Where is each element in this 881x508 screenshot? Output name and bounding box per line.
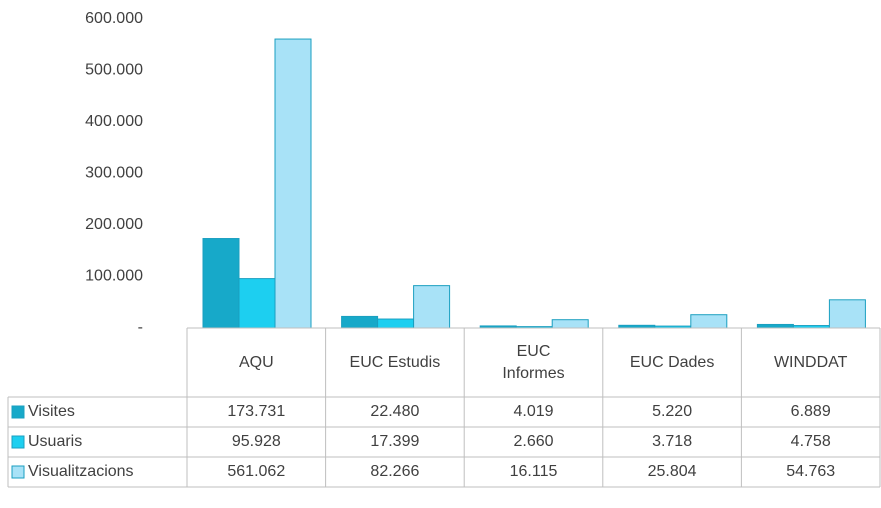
y-tick-label: 200.000 <box>85 216 143 233</box>
category-text: EUC Dades <box>629 353 715 371</box>
data-label: 561.062 <box>227 463 285 480</box>
data-label: 2.660 <box>513 433 553 450</box>
category-text: EUC Estudis <box>349 353 441 371</box>
x-tick-label: EUC Informes <box>464 328 603 397</box>
data-label: 17.399 <box>370 433 419 450</box>
x-tick-label: EUC Dades <box>603 328 742 397</box>
legend-label: Usuaris <box>28 433 82 450</box>
bar <box>551 319 589 329</box>
data-label: 16.115 <box>510 463 558 480</box>
legend-swatch <box>11 465 25 479</box>
bar <box>690 314 728 329</box>
y-tick-label: 400.000 <box>85 113 143 130</box>
data-label: 173.731 <box>227 403 285 420</box>
y-tick-label: 100.000 <box>85 268 143 285</box>
data-label: 5.220 <box>652 403 692 420</box>
legend-swatch <box>11 405 25 419</box>
data-label: 4.758 <box>791 433 831 450</box>
y-tick-label: - <box>138 319 143 336</box>
y-tick-label: 300.000 <box>85 165 143 182</box>
bar <box>377 318 415 329</box>
x-tick-label: EUC Estudis <box>326 328 465 397</box>
data-label: 4.019 <box>513 403 553 420</box>
data-label: 95.928 <box>232 433 281 450</box>
legend-label: Visites <box>28 403 75 420</box>
category-text: AQU <box>238 353 274 371</box>
y-tick-label: 600.000 <box>85 10 143 27</box>
category-text: WINDDAT <box>773 353 848 371</box>
data-label: 25.804 <box>648 463 697 480</box>
data-label: 22.480 <box>370 403 419 420</box>
bar <box>238 278 276 329</box>
x-tick-label: AQU <box>187 328 326 397</box>
data-label: 54.763 <box>786 463 835 480</box>
x-tick-label: WINDDAT <box>741 328 880 397</box>
data-label: 3.718 <box>652 433 692 450</box>
bar <box>341 315 379 329</box>
data-label: 6.889 <box>791 403 831 420</box>
bar <box>274 38 312 329</box>
legend-swatch <box>11 435 25 449</box>
bar <box>828 299 866 329</box>
y-tick-label: 500.000 <box>85 62 143 79</box>
legend-label: Visualitzacions <box>28 463 134 480</box>
bar <box>413 285 451 329</box>
data-label: 82.266 <box>370 463 419 480</box>
bar <box>202 238 240 329</box>
category-text: EUC Informes <box>502 342 565 382</box>
